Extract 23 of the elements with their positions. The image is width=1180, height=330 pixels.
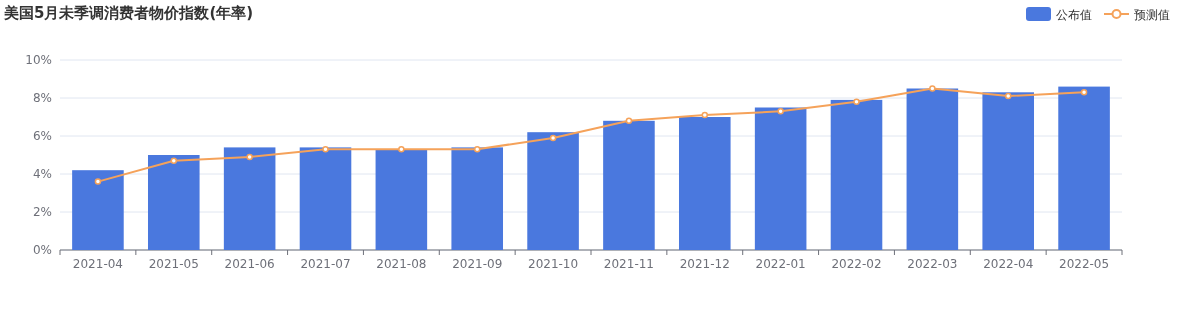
x-tick-label: 2021-04	[72, 257, 123, 271]
y-tick-label: 0%	[32, 243, 52, 257]
x-tick-label: 2021-06	[224, 257, 275, 271]
y-tick-label: 10%	[25, 53, 52, 67]
x-tick-label: 2021-07	[300, 257, 351, 271]
legend-label: 公布值	[1056, 8, 1092, 22]
y-tick-label: 6%	[32, 129, 52, 143]
x-tick-label: 2021-08	[376, 257, 427, 271]
x-tick-label: 2021-09	[452, 257, 503, 271]
x-tick-label: 2021-10	[528, 257, 579, 271]
x-tick-label: 2022-04	[983, 257, 1034, 271]
x-tick-label: 2022-05	[1059, 257, 1110, 271]
y-tick-label: 4%	[32, 167, 52, 181]
y-tick-label: 8%	[32, 91, 52, 105]
y-tick-label: 2%	[32, 205, 52, 219]
chart-title: 美国5月未季调消费者物价指数(年率)	[3, 4, 254, 22]
x-tick-label: 2022-03	[907, 257, 958, 271]
x-tick-label: 2022-01	[755, 257, 806, 271]
x-tick-label: 2021-12	[679, 257, 730, 271]
legend-label: 预测值	[1134, 8, 1170, 22]
x-tick-label: 2022-02	[831, 257, 882, 271]
x-tick-label: 2021-11	[603, 257, 654, 271]
x-tick-label: 2021-05	[148, 257, 199, 271]
